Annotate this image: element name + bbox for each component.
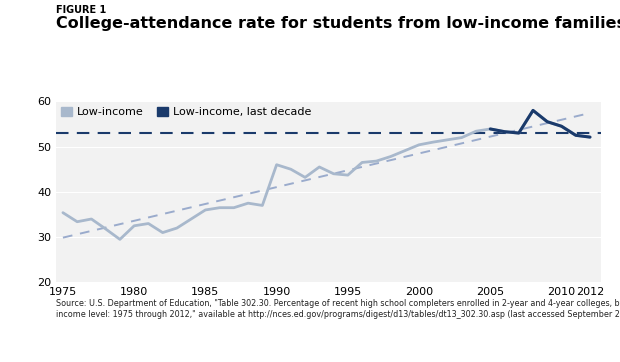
Text: Source: U.S. Department of Education, "Table 302.30. Percentage of recent high s: Source: U.S. Department of Education, "T…: [56, 299, 620, 319]
Legend: Low-income, Low-income, last decade: Low-income, Low-income, last decade: [61, 107, 311, 117]
Text: FIGURE 1: FIGURE 1: [56, 5, 106, 16]
Text: College-attendance rate for students from low-income families: College-attendance rate for students fro…: [56, 16, 620, 31]
